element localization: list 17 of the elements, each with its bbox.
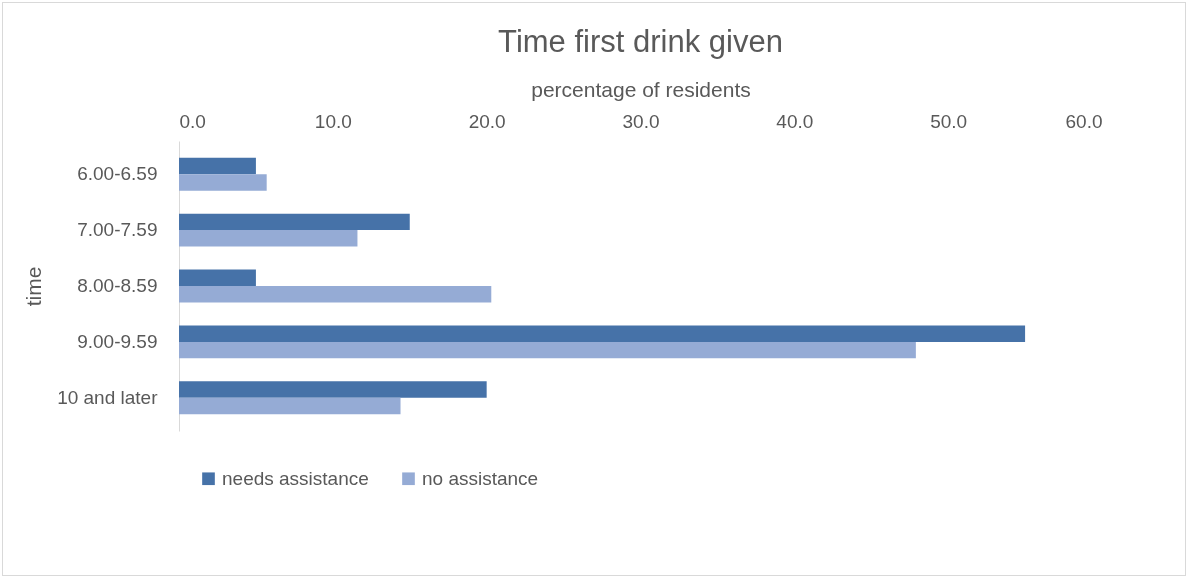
x-tick-label: 20.0 <box>468 110 506 132</box>
y-tick-label: 10 and later <box>57 386 159 408</box>
x-axis-title: percentage of residents <box>531 77 751 101</box>
x-tick-label: 40.0 <box>776 110 814 132</box>
x-tick-label: 0.0 <box>179 110 206 132</box>
y-axis-title: time <box>22 266 46 307</box>
x-tick-label: 10.0 <box>314 110 352 132</box>
x-tick-label: 60.0 <box>1065 110 1103 132</box>
y-tick-label: 7.00-7.59 <box>77 219 158 241</box>
x-tick-label: 30.0 <box>622 110 660 132</box>
x-tick-label: 50.0 <box>930 110 968 132</box>
legend-label: no assistance <box>422 467 539 489</box>
y-tick-label: 8.00-8.59 <box>77 275 158 296</box>
y-tick-label: 9.00-9.59 <box>77 330 158 352</box>
chart-title: Time first drink given <box>498 24 783 59</box>
legend-label: needs assistance <box>222 467 369 489</box>
y-tick-label: 6.00-6.59 <box>77 163 158 185</box>
